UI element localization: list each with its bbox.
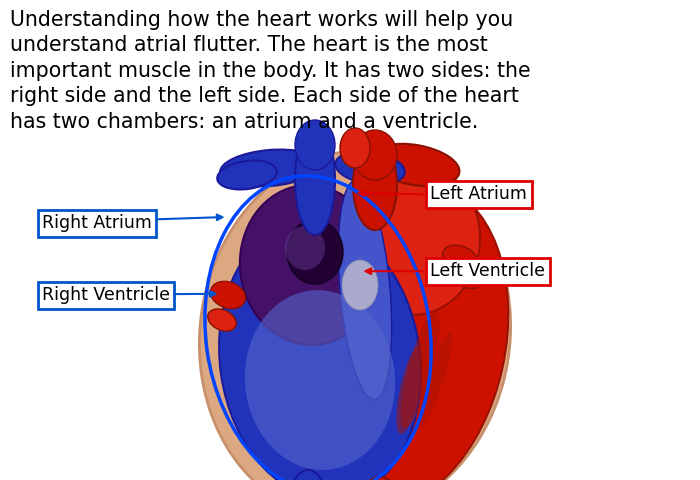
- Ellipse shape: [240, 185, 380, 345]
- Ellipse shape: [350, 165, 480, 315]
- Text: Left Atrium: Left Atrium: [430, 185, 527, 204]
- Ellipse shape: [245, 290, 395, 470]
- Ellipse shape: [360, 477, 400, 480]
- Ellipse shape: [340, 128, 370, 168]
- Ellipse shape: [370, 144, 459, 186]
- Ellipse shape: [335, 151, 405, 185]
- Text: Understanding how the heart works will help you
understand atrial flutter. The h: Understanding how the heart works will h…: [10, 10, 531, 132]
- Ellipse shape: [217, 160, 276, 190]
- Ellipse shape: [287, 220, 343, 284]
- Ellipse shape: [285, 226, 325, 270]
- Ellipse shape: [400, 312, 440, 428]
- Ellipse shape: [353, 140, 397, 230]
- Ellipse shape: [292, 182, 508, 480]
- Ellipse shape: [199, 151, 510, 480]
- Ellipse shape: [220, 150, 320, 186]
- Ellipse shape: [290, 470, 326, 480]
- Ellipse shape: [342, 260, 378, 310]
- Ellipse shape: [338, 180, 392, 400]
- Text: Left Ventricle: Left Ventricle: [430, 262, 545, 280]
- Ellipse shape: [396, 346, 424, 434]
- Ellipse shape: [211, 281, 246, 309]
- Ellipse shape: [295, 125, 335, 235]
- Ellipse shape: [219, 221, 421, 480]
- Ellipse shape: [353, 130, 397, 180]
- Ellipse shape: [452, 267, 484, 288]
- Ellipse shape: [418, 332, 452, 428]
- Ellipse shape: [442, 245, 477, 271]
- Text: Right Ventricle: Right Ventricle: [42, 286, 170, 304]
- Ellipse shape: [295, 120, 335, 170]
- Text: Right Atrium: Right Atrium: [42, 214, 152, 232]
- Ellipse shape: [208, 309, 236, 331]
